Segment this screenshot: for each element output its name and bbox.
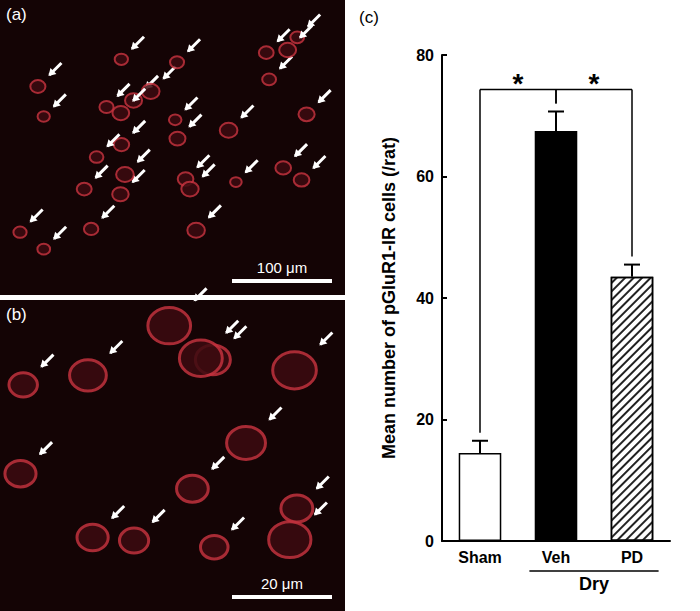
- svg-text:20 μm: 20 μm: [261, 575, 303, 592]
- svg-text:20: 20: [416, 411, 434, 428]
- svg-text:PD: PD: [621, 549, 643, 566]
- svg-text:Veh: Veh: [542, 549, 570, 566]
- svg-text:60: 60: [416, 168, 434, 185]
- svg-text:100 μm: 100 μm: [257, 259, 307, 276]
- svg-text:(c): (c): [359, 8, 379, 27]
- svg-text:Sham: Sham: [458, 549, 502, 566]
- svg-text:0: 0: [425, 533, 434, 550]
- svg-text:Mean number of pGluR1-IR cells: Mean number of pGluR1-IR cells (/rat): [379, 137, 399, 459]
- svg-text:40: 40: [416, 290, 434, 307]
- svg-text:Dry: Dry: [579, 574, 609, 594]
- svg-text:*: *: [589, 68, 600, 99]
- svg-text:*: *: [513, 68, 524, 99]
- svg-text:80: 80: [416, 47, 434, 64]
- svg-text:(b): (b): [6, 305, 27, 324]
- svg-text:(a): (a): [6, 5, 27, 24]
